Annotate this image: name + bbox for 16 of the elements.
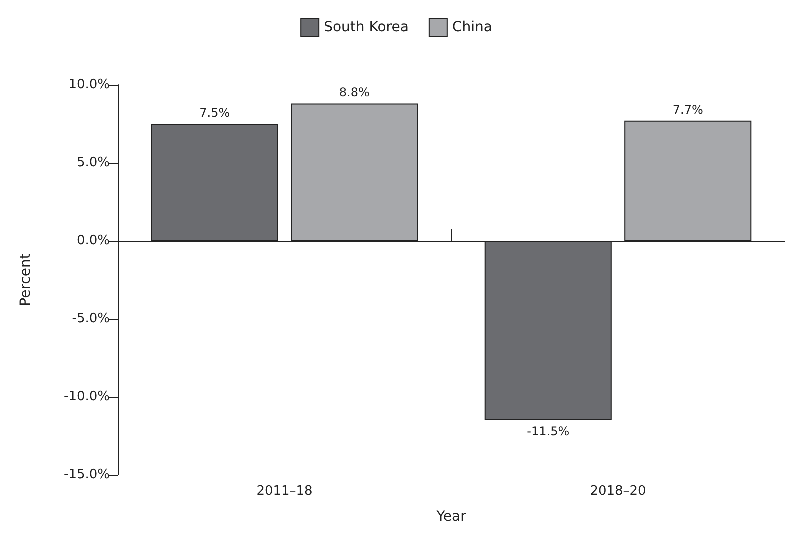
x-tick-label: 2011–18 [256,484,313,499]
y-tick-label: -15.0% [64,468,110,482]
x-axis-title: Year [436,509,467,525]
y-tick-label: 5.0% [76,156,110,170]
x-tick-label: 2018–20 [590,484,646,499]
legend-label: South Korea [324,20,409,36]
data-label: -11.5% [527,424,570,438]
legend-label: China [452,20,492,36]
y-tick-label: 0.0% [76,234,110,248]
y-tick-label: 10.0% [68,78,110,92]
y-tick-label: -10.0% [64,390,110,404]
y-tick-label: -5.0% [72,312,110,326]
data-label: 7.5% [200,106,230,120]
data-label: 8.8% [339,86,370,100]
y-axis-title: Percent [18,253,34,306]
data-label: 7.7% [672,102,704,117]
